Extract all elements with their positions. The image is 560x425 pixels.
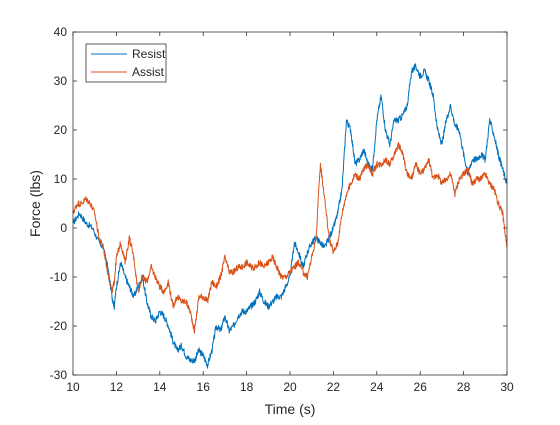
series-layer <box>72 63 508 369</box>
x-tick-label-18: 18 <box>240 380 254 394</box>
y-tick-label-20: 20 <box>54 123 68 137</box>
x-tick-label-20: 20 <box>283 380 297 394</box>
x-tick-label-28: 28 <box>457 380 471 394</box>
x-axis-label: Time (s) <box>265 401 316 417</box>
legend-label-assist: Assist <box>132 65 165 79</box>
x-tick-label-24: 24 <box>370 380 384 394</box>
x-tick-label-12: 12 <box>110 380 124 394</box>
x-tick-label-16: 16 <box>197 380 211 394</box>
y-tick-label-10: 10 <box>54 172 68 186</box>
series-line-resist <box>72 63 508 369</box>
legend-box <box>85 43 167 83</box>
y-axis-label: Force (lbs) <box>27 170 43 237</box>
legend-label-resist: Resist <box>132 47 166 61</box>
x-tick-label-30: 30 <box>500 380 514 394</box>
series-line-assist <box>72 141 508 334</box>
y-tick-label--30: -30 <box>50 368 68 382</box>
y-tick-label-40: 40 <box>54 25 68 39</box>
y-tick-label-30: 30 <box>54 74 68 88</box>
x-tick-label-14: 14 <box>153 380 167 394</box>
y-tick-label-0: 0 <box>60 221 67 235</box>
x-tick-label-22: 22 <box>327 380 341 394</box>
tick-labels: 10 12 14 16 18 20 22 24 26 28 30 -30 -20 -10 0 10 20 30 40 <box>50 25 514 394</box>
x-tick-label-10: 10 <box>66 380 80 394</box>
y-tick-label--10: -10 <box>50 270 68 284</box>
legend: Resist Assist <box>85 43 167 83</box>
axis-ticks <box>72 31 508 376</box>
x-tick-label-26: 26 <box>414 380 428 394</box>
y-tick-label--20: -20 <box>50 319 68 333</box>
plot-area-background <box>73 32 507 375</box>
